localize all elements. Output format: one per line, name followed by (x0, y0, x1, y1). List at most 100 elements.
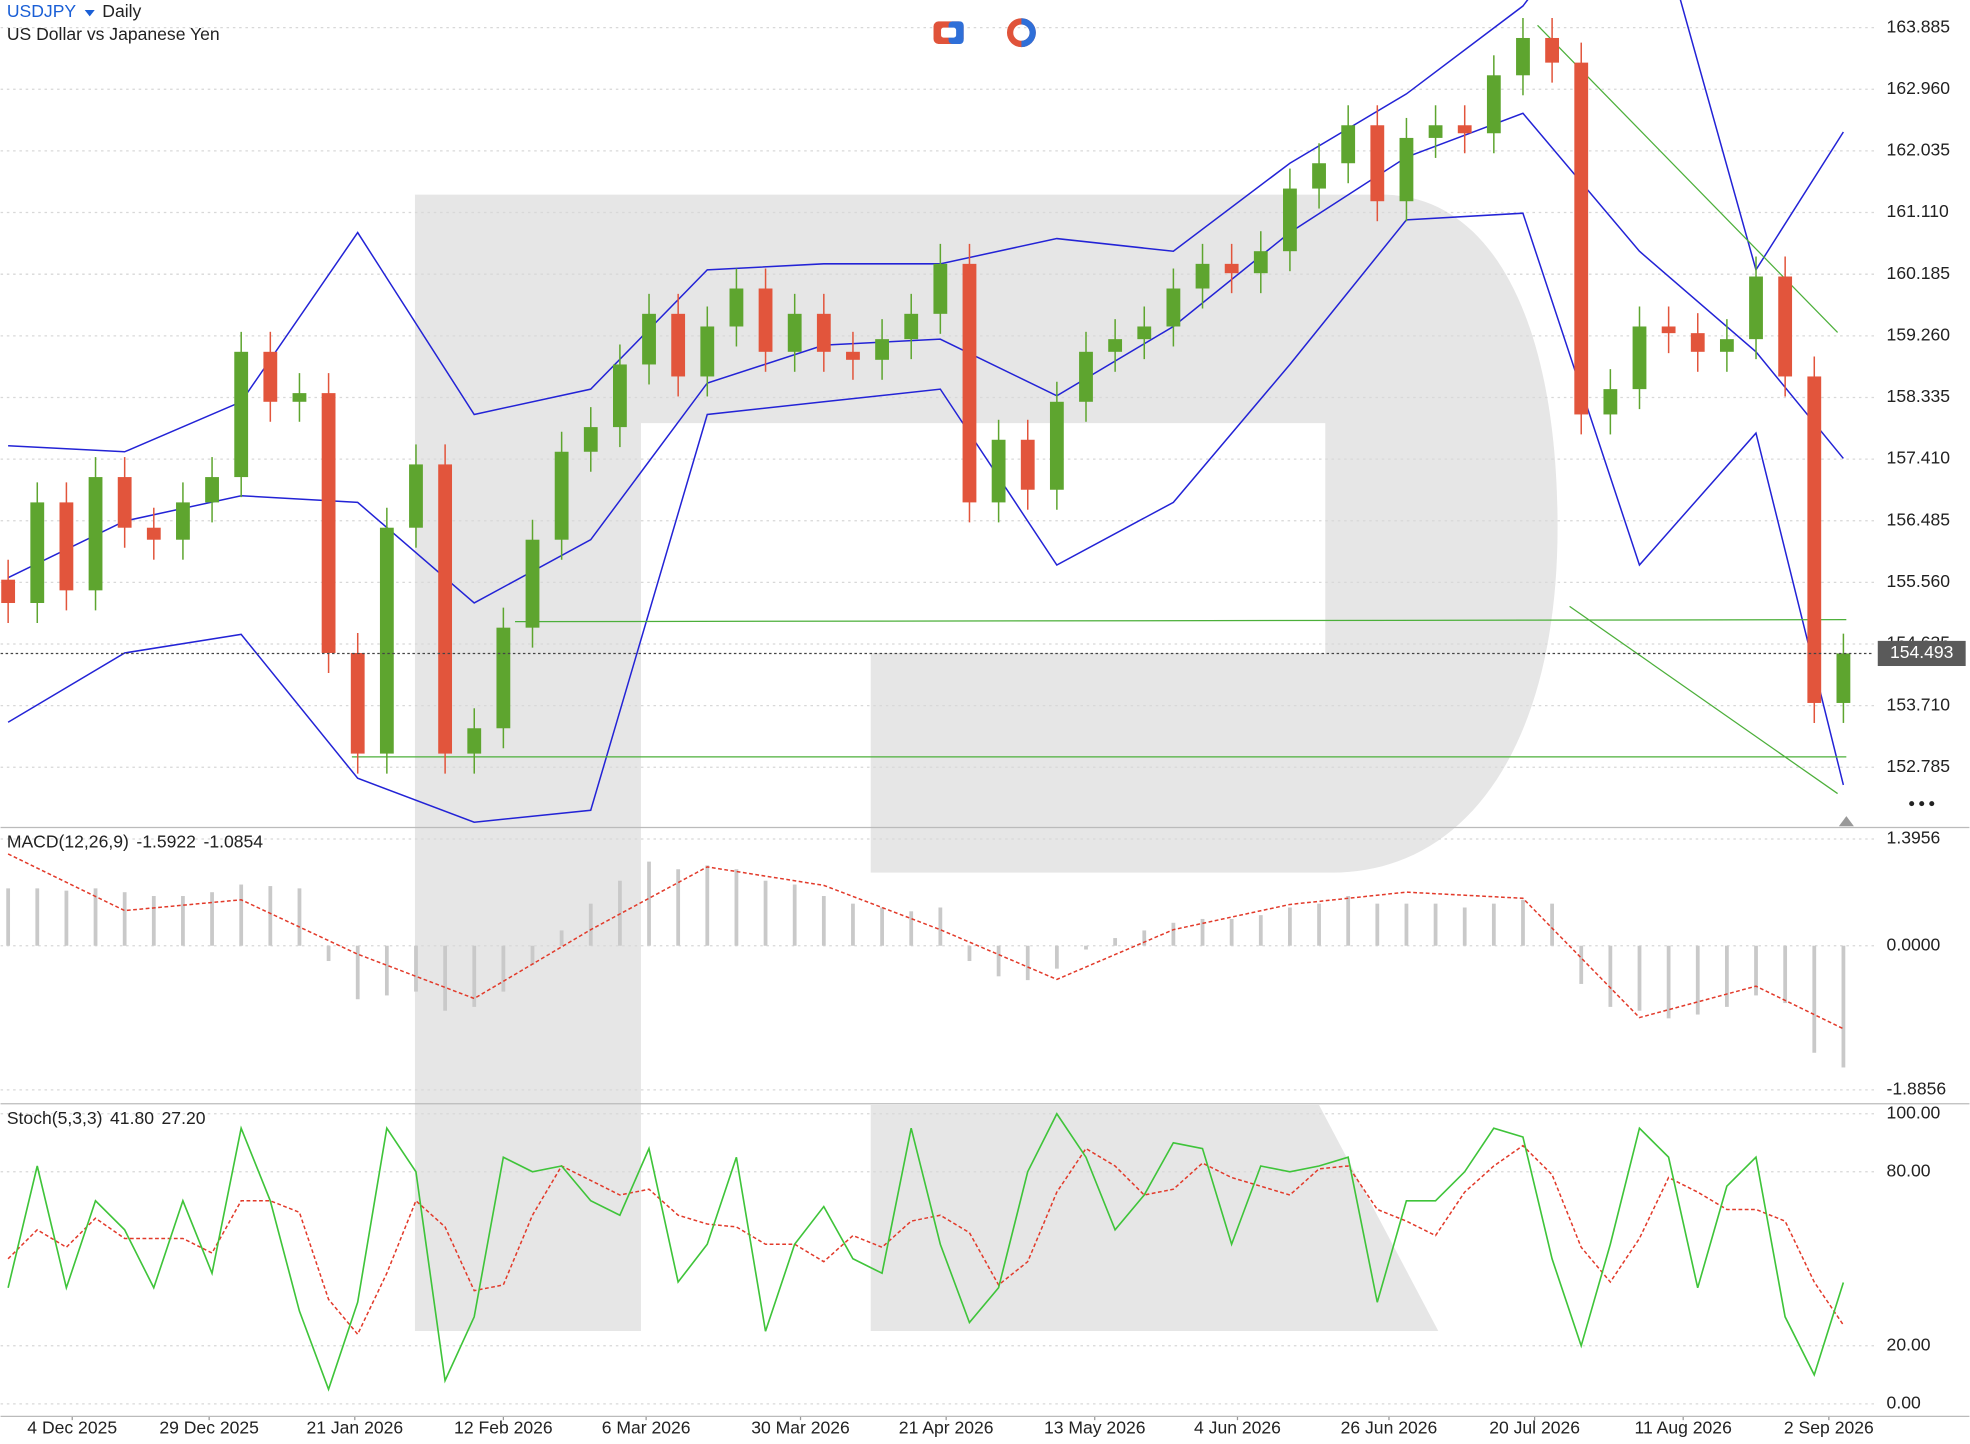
macd-bar (1783, 945, 1788, 1004)
candle-body (1049, 401, 1064, 490)
candle-body (1545, 37, 1560, 63)
candle-body (700, 326, 715, 377)
indicator-value: -1.5922 (136, 831, 196, 851)
macd-bar (1695, 945, 1700, 1015)
candle-body (1079, 351, 1093, 402)
macd-bar (1462, 907, 1467, 946)
scroll-marker[interactable] (1838, 816, 1854, 827)
macd-bar (443, 945, 447, 1011)
symbol[interactable]: USDJPY (7, 1, 77, 21)
x-tick-label: 12 Feb 2026 (454, 1418, 553, 1438)
candle-body (671, 313, 686, 377)
macd-bar (851, 903, 855, 946)
candle-body (467, 728, 482, 754)
candle-body (787, 313, 802, 352)
more-menu[interactable] (1909, 801, 1935, 807)
macd-bar (1521, 899, 1525, 946)
macd-bar (996, 945, 1001, 977)
x-tick-label: 30 Mar 2026 (751, 1418, 850, 1438)
candle-body (554, 451, 569, 540)
y-tick-label: 152.785 (1887, 756, 1951, 776)
y-tick-label: 153.710 (1887, 694, 1951, 714)
macd-bar (1229, 918, 1234, 946)
macd-bar (1288, 907, 1292, 946)
y-tick-label: 156.485 (1887, 509, 1951, 529)
macd-bar (880, 907, 884, 946)
macd-bar (1666, 945, 1671, 1019)
macd-bar (1142, 930, 1147, 946)
y-tick-label: 157.410 (1887, 448, 1951, 468)
candle-body (1224, 263, 1239, 274)
candle-body (962, 263, 977, 503)
y-tick-label: 20.00 (1887, 1334, 1931, 1354)
watermark-bowl (414, 194, 1558, 1331)
macd-bar (938, 907, 943, 946)
macd-bar (967, 945, 972, 962)
macd-bar (1725, 945, 1729, 1007)
candle-body (117, 477, 132, 528)
candle-body (1749, 276, 1763, 340)
candle-body (816, 313, 831, 352)
candle-body (1807, 376, 1822, 703)
candle-body (758, 288, 773, 352)
indicator-label: Stoch(5,3,3) 41.80 27.20 (7, 1107, 206, 1127)
candle-body (642, 313, 656, 365)
candle-body (409, 464, 423, 528)
macd-bar (1637, 945, 1642, 1011)
candle-body (1690, 333, 1705, 352)
candle-body (1632, 326, 1647, 390)
macd-bar (676, 869, 681, 946)
candle-body (1778, 276, 1793, 377)
x-tick-label: 11 Aug 2026 (1635, 1418, 1732, 1438)
candle-body (350, 652, 365, 754)
candle-body (1428, 125, 1443, 138)
candle-body (438, 464, 453, 754)
toolbar-icon-1[interactable] (933, 21, 964, 44)
indicator-value: 27.20 (162, 1107, 206, 1127)
candle-body (205, 477, 219, 503)
candle-body (379, 527, 394, 754)
stoch-d (7, 1144, 1844, 1336)
macd-bar (559, 930, 564, 946)
candle-body (1370, 125, 1385, 202)
macd-bar (122, 892, 127, 946)
y-tick-label: 0.00 (1887, 1392, 1921, 1412)
macd-bar (1841, 945, 1846, 1068)
y-tick-label: 162.035 (1887, 140, 1951, 160)
candle-body (292, 393, 307, 402)
bollinger-lower (7, 212, 1845, 823)
toolbar-icon-2[interactable] (1006, 18, 1036, 48)
macd-bar (268, 886, 273, 946)
indicator-value: -1.0854 (204, 831, 264, 851)
candle-body (1166, 288, 1181, 327)
macd-bar (93, 888, 98, 946)
x-tick-label: 21 Apr 2026 (899, 1418, 994, 1438)
y-tick-label: 159.260 (1887, 324, 1951, 344)
candle-body (234, 351, 249, 478)
stoch-k (7, 1112, 1845, 1392)
candle-body (846, 351, 860, 360)
price-axis: 1.3956 0.0000 -1.8856 (1887, 828, 1947, 1099)
macd-bar (821, 896, 826, 946)
price-axis: 163.885 162.960 162.035 161.110 160.185 159.2… (1877, 16, 1966, 776)
macd-bar (181, 896, 185, 946)
macd-bar (1375, 903, 1380, 946)
y-tick-label: 160.185 (1887, 263, 1951, 283)
macd-bar (1491, 903, 1496, 946)
candle-body (1399, 137, 1414, 202)
indicator-name: Stoch(5,3,3) (7, 1107, 103, 1127)
candle-body (612, 364, 627, 428)
menu-dot (1909, 801, 1915, 807)
candle-body (904, 313, 919, 340)
candle-body (1195, 263, 1210, 289)
macd-bar (1404, 903, 1409, 946)
candle-body (1516, 37, 1530, 76)
x-tick-label: 13 May 2026 (1044, 1418, 1146, 1438)
timeframe: Daily (102, 1, 141, 21)
symbol-dropdown[interactable] (84, 10, 95, 17)
candle-body (321, 393, 336, 653)
candle-body (991, 439, 1006, 503)
candle-body (1661, 326, 1676, 334)
x-tick-label: 2 Sep 2026 (1784, 1418, 1874, 1438)
